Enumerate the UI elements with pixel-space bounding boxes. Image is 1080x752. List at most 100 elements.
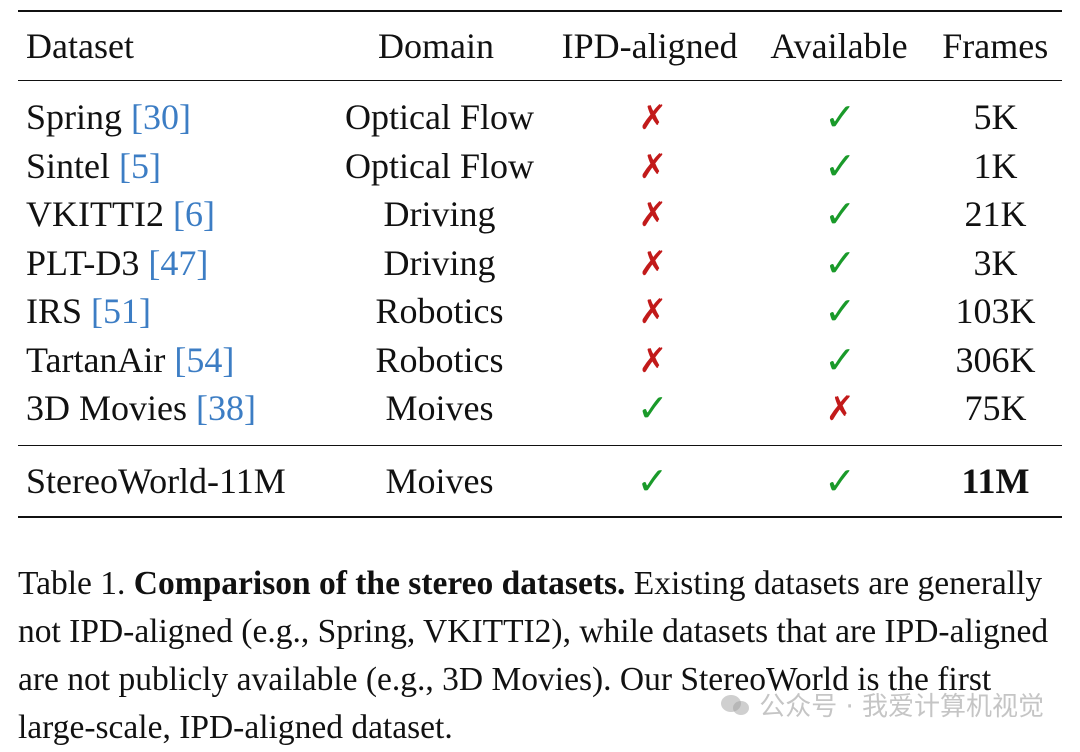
cross-icon: ✗ bbox=[638, 195, 667, 236]
check-icon: ✓ bbox=[824, 192, 857, 237]
header-available: Available bbox=[770, 26, 908, 66]
table-row: VKITTI2 [6] Driving ✗ ✓ 21K bbox=[18, 190, 1062, 239]
check-icon: ✓ bbox=[824, 337, 857, 382]
dataset-name: 3D Movies bbox=[26, 388, 187, 429]
available-cell: ✓ bbox=[751, 190, 929, 239]
dataset-name: StereoWorld-11M bbox=[26, 460, 286, 501]
header-rule bbox=[18, 80, 1062, 81]
table-row: Spring [30] Optical Flow ✗ ✓ 5K bbox=[18, 81, 1062, 142]
cross-icon: ✗ bbox=[638, 243, 667, 284]
dataset-cell: IRS [51] bbox=[18, 287, 325, 336]
domain-cell: Driving bbox=[383, 194, 496, 235]
table-row: 3D Movies [38] Moives ✓ ✗ 75K bbox=[18, 384, 1062, 445]
wechat-icon bbox=[721, 693, 751, 717]
available-cell: ✗ bbox=[751, 384, 929, 445]
citation-link[interactable]: [30] bbox=[131, 97, 191, 138]
check-icon: ✓ bbox=[636, 458, 669, 503]
watermark: 公众号 · 我爱计算机视觉 bbox=[721, 686, 1044, 723]
citation-link[interactable]: [5] bbox=[119, 145, 161, 186]
table-row: PLT-D3 [47] Driving ✗ ✓ 3K bbox=[18, 239, 1062, 288]
available-cell: ✓ bbox=[751, 336, 929, 385]
table-row: Sintel [5] Optical Flow ✗ ✓ 1K bbox=[18, 142, 1062, 191]
frames-cell: 3K bbox=[973, 242, 1018, 283]
available-cell: ✓ bbox=[751, 239, 929, 288]
table-row: TartanAir [54] Robotics ✗ ✓ 306K bbox=[18, 336, 1062, 385]
cross-icon: ✗ bbox=[638, 98, 667, 139]
dataset-name: Sintel bbox=[26, 145, 111, 186]
citation-link[interactable]: [47] bbox=[148, 242, 209, 283]
ipd-cell: ✓ bbox=[554, 384, 751, 445]
dataset-name: Spring bbox=[26, 97, 123, 138]
cross-icon: ✗ bbox=[638, 292, 667, 333]
available-cell: ✓ bbox=[751, 81, 929, 142]
frames-cell: 75K bbox=[964, 388, 1027, 429]
citation-link[interactable]: [51] bbox=[91, 291, 152, 332]
dataset-cell: VKITTI2 [6] bbox=[18, 190, 325, 239]
dataset-cell: Sintel [5] bbox=[18, 142, 325, 191]
ipd-cell: ✗ bbox=[554, 81, 751, 142]
comparison-table: Dataset Domain IPD-aligned Available Fra… bbox=[18, 12, 1062, 80]
watermark-text: 公众号 · 我爱计算机视觉 bbox=[759, 692, 1044, 722]
domain-cell: Optical Flow bbox=[344, 145, 534, 186]
comparison-table-final: StereoWorld-11M Moives ✓ ✓ 11M bbox=[18, 446, 1062, 516]
dataset-cell: StereoWorld-11M bbox=[18, 446, 325, 516]
ipd-cell: ✗ bbox=[554, 336, 751, 385]
caption-text: Existing datasets are generally not IPD-… bbox=[18, 565, 1049, 746]
dataset-cell: PLT-D3 [47] bbox=[18, 239, 325, 288]
header-domain: Domain bbox=[378, 26, 494, 66]
dataset-name: VKITTI2 bbox=[26, 194, 164, 235]
caption-paragraph: Table 1. Comparison of the stereo datase… bbox=[18, 560, 1068, 752]
comparison-table-container: Dataset Domain IPD-aligned Available Fra… bbox=[18, 10, 1062, 518]
table-caption: Table 1. Comparison of the stereo datase… bbox=[18, 560, 1068, 752]
domain-cell: Optical Flow bbox=[344, 97, 534, 138]
top-rule bbox=[18, 10, 1062, 12]
check-icon: ✓ bbox=[824, 240, 857, 285]
ipd-cell: ✗ bbox=[554, 287, 751, 336]
dataset-name: TartanAir bbox=[26, 339, 166, 380]
ipd-cell: ✗ bbox=[554, 142, 751, 191]
header-frames: Frames bbox=[942, 26, 1049, 66]
domain-cell: Driving bbox=[383, 242, 496, 283]
cross-icon: ✗ bbox=[825, 389, 855, 430]
mid-rule bbox=[18, 444, 1062, 446]
header-dataset: Dataset bbox=[26, 26, 134, 66]
ipd-cell: ✗ bbox=[554, 190, 751, 239]
dataset-cell: Spring [30] bbox=[18, 81, 325, 142]
ipd-cell: ✗ bbox=[554, 239, 751, 288]
frames-cell: 1K bbox=[973, 145, 1018, 186]
frames-cell: 11M bbox=[961, 460, 1030, 501]
domain-cell: Moives bbox=[385, 388, 494, 429]
check-icon: ✓ bbox=[636, 386, 669, 431]
available-cell: ✓ bbox=[751, 287, 929, 336]
citation-link[interactable]: [54] bbox=[174, 339, 235, 380]
caption-prefix: Table 1. bbox=[18, 565, 134, 602]
frames-cell: 21K bbox=[964, 194, 1027, 235]
dataset-cell: 3D Movies [38] bbox=[18, 384, 325, 445]
domain-cell: Robotics bbox=[375, 291, 504, 332]
cross-icon: ✗ bbox=[638, 340, 667, 381]
domain-cell: Robotics bbox=[375, 339, 504, 380]
available-cell: ✓ bbox=[751, 142, 929, 191]
domain-cell: Moives bbox=[385, 460, 494, 501]
citation-link[interactable]: [38] bbox=[196, 388, 256, 429]
table-header-row: Dataset Domain IPD-aligned Available Fra… bbox=[18, 12, 1062, 80]
check-icon: ✓ bbox=[824, 458, 856, 503]
dataset-name: IRS bbox=[26, 291, 83, 332]
table-row: IRS [51] Robotics ✗ ✓ 103K bbox=[18, 287, 1062, 336]
header-ipd-aligned: IPD-aligned bbox=[561, 26, 738, 66]
caption-bold-title: Comparison of the stereo datasets. bbox=[133, 565, 626, 602]
cross-icon: ✗ bbox=[638, 146, 667, 187]
bottom-rule bbox=[18, 515, 1062, 518]
available-cell: ✓ bbox=[751, 446, 929, 516]
comparison-table-body: Spring [30] Optical Flow ✗ ✓ 5K Sintel [… bbox=[18, 81, 1062, 445]
dataset-cell: TartanAir [54] bbox=[18, 336, 325, 385]
check-icon: ✓ bbox=[824, 289, 857, 334]
frames-cell: 5K bbox=[973, 97, 1018, 138]
ipd-cell: ✓ bbox=[554, 446, 752, 516]
frames-cell: 306K bbox=[955, 339, 1036, 380]
frames-cell: 103K bbox=[955, 291, 1036, 332]
citation-link[interactable]: [6] bbox=[172, 194, 215, 235]
check-icon: ✓ bbox=[824, 95, 857, 140]
check-icon: ✓ bbox=[824, 143, 857, 188]
table-row-stereoworld: StereoWorld-11M Moives ✓ ✓ 11M bbox=[18, 446, 1062, 516]
